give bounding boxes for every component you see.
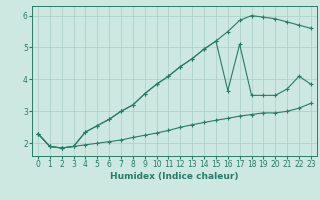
X-axis label: Humidex (Indice chaleur): Humidex (Indice chaleur) [110, 172, 239, 181]
